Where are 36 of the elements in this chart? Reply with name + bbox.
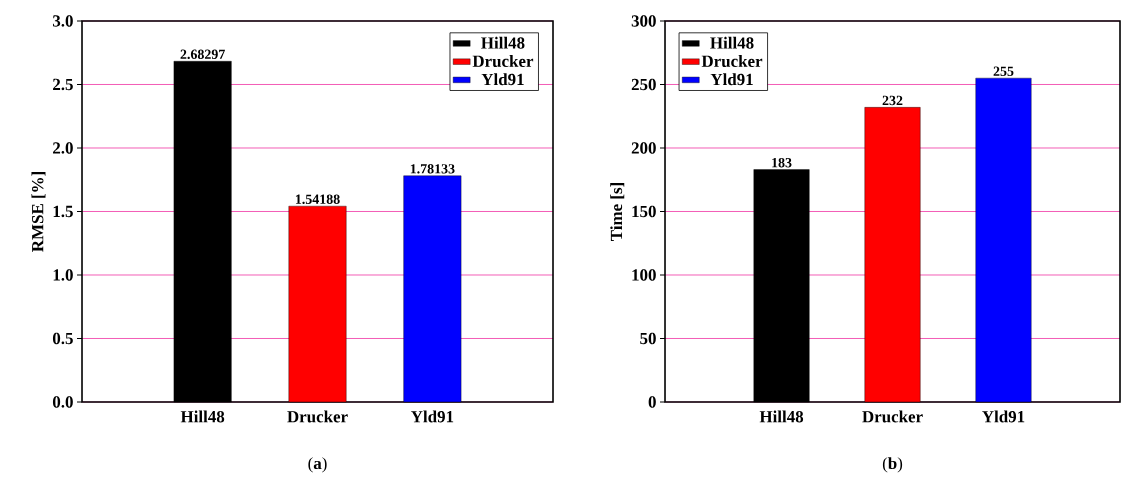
y-tick-label: 100	[632, 269, 656, 281]
legend-label: Yld91	[710, 73, 753, 86]
x-tick-label: Drucker	[287, 410, 348, 423]
data-label: 1.54188	[295, 194, 340, 204]
data-label: 255	[993, 66, 1014, 76]
data-label: 2.68297	[180, 49, 225, 60]
y-tick-label: 200	[631, 142, 656, 154]
x-tick-label: Yld91	[982, 410, 1025, 423]
legend-label: Drucker	[701, 55, 763, 67]
data-label: 183	[772, 157, 792, 168]
x-tick-label: Drucker	[862, 410, 923, 423]
y-tick-label: 3.0	[52, 15, 73, 27]
y-tick-label: 300	[631, 15, 656, 27]
y-axis-title: RMSE [%]	[31, 172, 46, 252]
y-tick-label: 0	[648, 396, 656, 408]
y-axis-title: Time [s]	[610, 183, 625, 241]
y-tick-label: 150	[632, 205, 656, 218]
x-tick-label: Yld91	[411, 410, 454, 423]
y-tick-label: 0.5	[52, 332, 73, 345]
y-tick-label: 0.0	[52, 396, 73, 408]
text: (a)	[308, 457, 327, 473]
x-tick-label: Hill48	[759, 410, 804, 423]
legend-label: Hill48	[481, 36, 525, 49]
y-tick-label: 50	[640, 332, 656, 345]
data-label: 1.78133	[410, 164, 455, 174]
y-tick-label: 1.5	[53, 205, 73, 218]
y-tick-label: 1.0	[53, 269, 73, 281]
x-tick-label: Hill48	[180, 410, 225, 423]
y-tick-label: 250	[631, 78, 656, 91]
text: (b)	[882, 457, 903, 473]
legend-label: Hill48	[710, 36, 754, 49]
y-tick-label: 2.0	[53, 142, 73, 154]
y-tick-label: 2.5	[53, 78, 73, 91]
legend-label: Drucker	[472, 55, 534, 67]
data-label: 232	[882, 95, 903, 106]
legend-label: Yld91	[481, 73, 524, 86]
